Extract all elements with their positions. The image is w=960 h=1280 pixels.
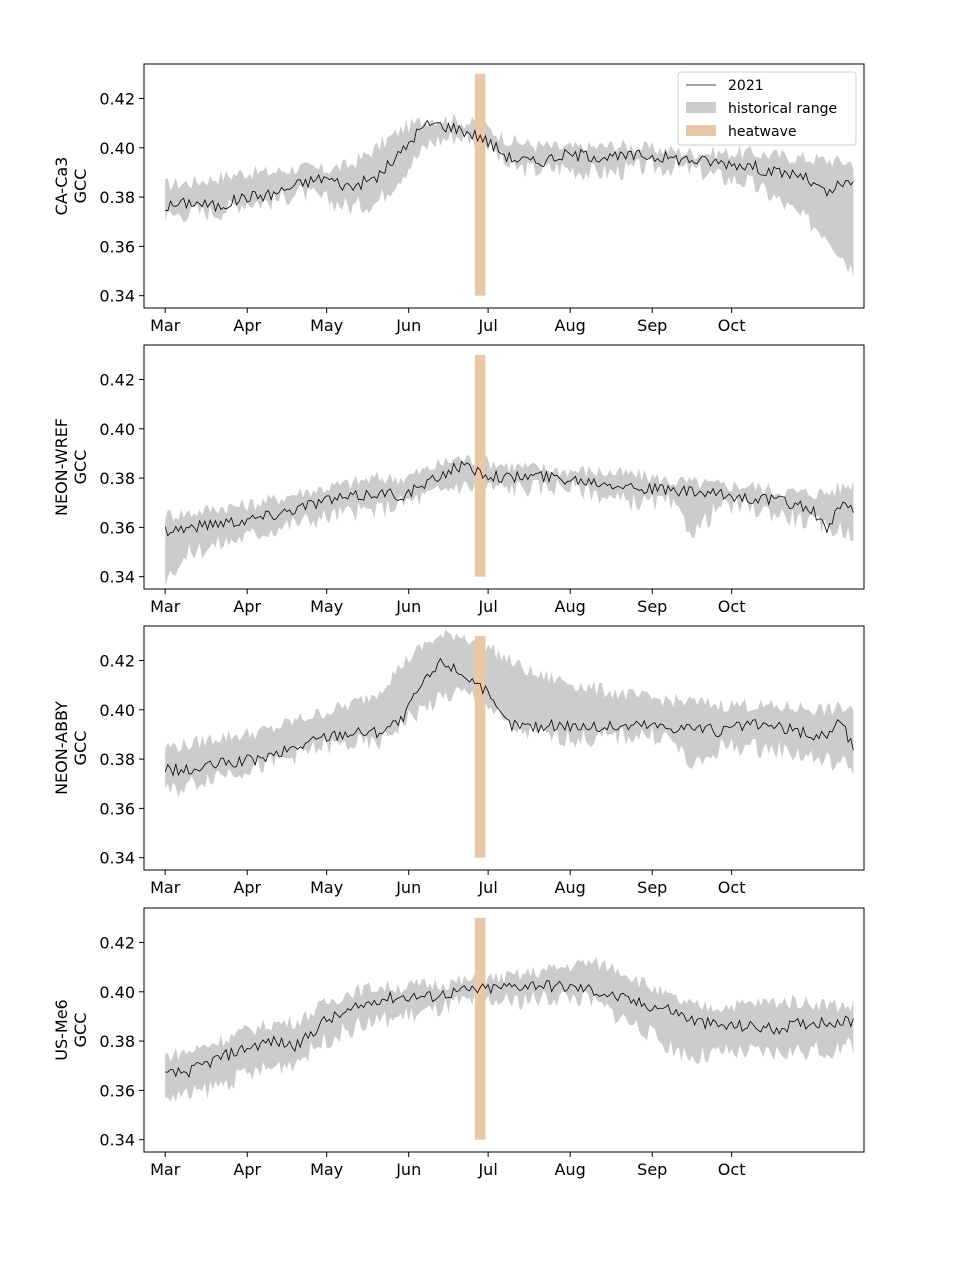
y-tick-label: 0.34 (99, 849, 135, 868)
x-tick-label: Oct (718, 316, 746, 335)
y-tick-label: 0.40 (99, 420, 135, 439)
x-tick-label: Jun (395, 597, 421, 616)
y-axis-site: US-Me6 (52, 999, 71, 1060)
x-tick-label: Jul (477, 878, 497, 897)
x-tick-label: Apr (233, 316, 261, 335)
x-tick-label: Apr (233, 1160, 261, 1179)
y-axis-unit: GCC (71, 1013, 90, 1048)
legend-swatch-heatwave (686, 125, 716, 136)
x-tick-label: Sep (637, 316, 667, 335)
x-tick-label: May (310, 1160, 343, 1179)
y-axis-label: NEON-ABBYGCC (52, 701, 90, 795)
x-tick-label: Oct (718, 1160, 746, 1179)
x-tick-label: Sep (637, 878, 667, 897)
y-axis-label: CA-Ca3GCC (52, 157, 90, 216)
y-tick-label: 0.36 (99, 237, 135, 256)
x-tick-label: Apr (233, 597, 261, 616)
y-tick-label: 0.34 (99, 1131, 135, 1150)
x-tick-label: Oct (718, 597, 746, 616)
x-tick-label: May (310, 597, 343, 616)
legend-label-2021: 2021 (728, 78, 764, 94)
legend-box (677, 71, 857, 146)
x-tick-label: Mar (150, 878, 181, 897)
x-tick-label: Apr (233, 878, 261, 897)
legend-label-historical-range: historical range (728, 101, 837, 117)
panel-us-me6: 0.34 0.36 0.38 0.40 0.42 Mar Apr May Jun Jul Aug Se… (52, 907, 865, 1179)
x-tick-label: Mar (150, 597, 181, 616)
y-tick-label: 0.34 (99, 287, 135, 306)
x-tick-label: May (310, 878, 343, 897)
y-tick-label: 0.34 (99, 568, 135, 587)
historical-range-band (165, 454, 854, 586)
y-tick-label: 0.40 (99, 983, 135, 1002)
panel-ca-ca3: 0.34 0.36 0.38 0.40 0.42 Mar Apr May Jun Jul Aug Se… (52, 63, 865, 335)
y-tick-label: 0.36 (99, 799, 135, 818)
plot-frame (143, 907, 865, 1153)
y-tick-label: 0.38 (99, 1032, 135, 1051)
y-tick-label: 0.38 (99, 188, 135, 207)
plot-frame (143, 625, 865, 871)
panel-neon-wref: 0.34 0.36 0.38 0.40 0.42 Mar Apr May Jun Jul Aug Se… (52, 344, 865, 616)
x-tick-label: Jul (477, 597, 497, 616)
historical-range-band (165, 629, 854, 798)
plot-frame (143, 63, 865, 309)
y-tick-label: 0.38 (99, 750, 135, 769)
x-tick-label: Aug (555, 597, 586, 616)
y-tick-label: 0.42 (99, 934, 135, 953)
heatwave-bar (474, 917, 486, 1140)
legend-label-heatwave: heatwave (728, 124, 796, 140)
x-tick-label: Jul (477, 1160, 497, 1179)
y-axis-unit: GCC (71, 450, 90, 485)
x-tick-label: Mar (150, 316, 181, 335)
y-axis-label: NEON-WREFGCC (52, 418, 90, 516)
x-tick-label: Jun (395, 878, 421, 897)
heatwave-bar (474, 354, 486, 577)
x-tick-label: Aug (555, 1160, 586, 1179)
legend-swatch-historical-range (686, 102, 716, 113)
series-2021-line (165, 119, 854, 213)
series-2021-line (164, 460, 854, 537)
series-2021-line (165, 980, 854, 1079)
y-axis-site: NEON-WREF (52, 418, 71, 516)
y-tick-label: 0.38 (99, 469, 135, 488)
x-tick-label: Mar (150, 1160, 181, 1179)
legend: 2021 historical range heatwave (677, 71, 857, 146)
series-2021-line (164, 657, 854, 777)
x-tick-label: Oct (718, 878, 746, 897)
y-axis-unit: GCC (71, 169, 90, 204)
x-tick-label: Jul (477, 316, 497, 335)
historical-range-band (165, 113, 854, 279)
y-tick-label: 0.40 (99, 139, 135, 158)
x-tick-label: May (310, 316, 343, 335)
y-tick-label: 0.36 (99, 518, 135, 537)
heatwave-bar (474, 73, 486, 296)
y-tick-label: 0.42 (99, 371, 135, 390)
y-axis-unit: GCC (71, 731, 90, 766)
y-axis-label: US-Me6GCC (52, 999, 90, 1060)
x-tick-label: Sep (637, 1160, 667, 1179)
x-tick-label: Sep (637, 597, 667, 616)
x-tick-label: Aug (555, 316, 586, 335)
y-tick-label: 0.40 (99, 701, 135, 720)
x-tick-label: Jun (395, 1160, 421, 1179)
y-tick-label: 0.42 (99, 90, 135, 109)
y-tick-label: 0.36 (99, 1081, 135, 1100)
x-tick-label: Jun (395, 316, 421, 335)
historical-range-band (165, 957, 854, 1102)
x-tick-label: Aug (555, 878, 586, 897)
panel-neon-abby: 0.34 0.36 0.38 0.40 0.42 Mar Apr May Jun Jul Aug Se… (52, 625, 865, 897)
y-axis-site: CA-Ca3 (52, 157, 71, 216)
y-axis-site: NEON-ABBY (52, 701, 71, 795)
y-tick-label: 0.42 (99, 652, 135, 671)
heatwave-bar (474, 635, 486, 858)
plot-frame (143, 344, 865, 590)
